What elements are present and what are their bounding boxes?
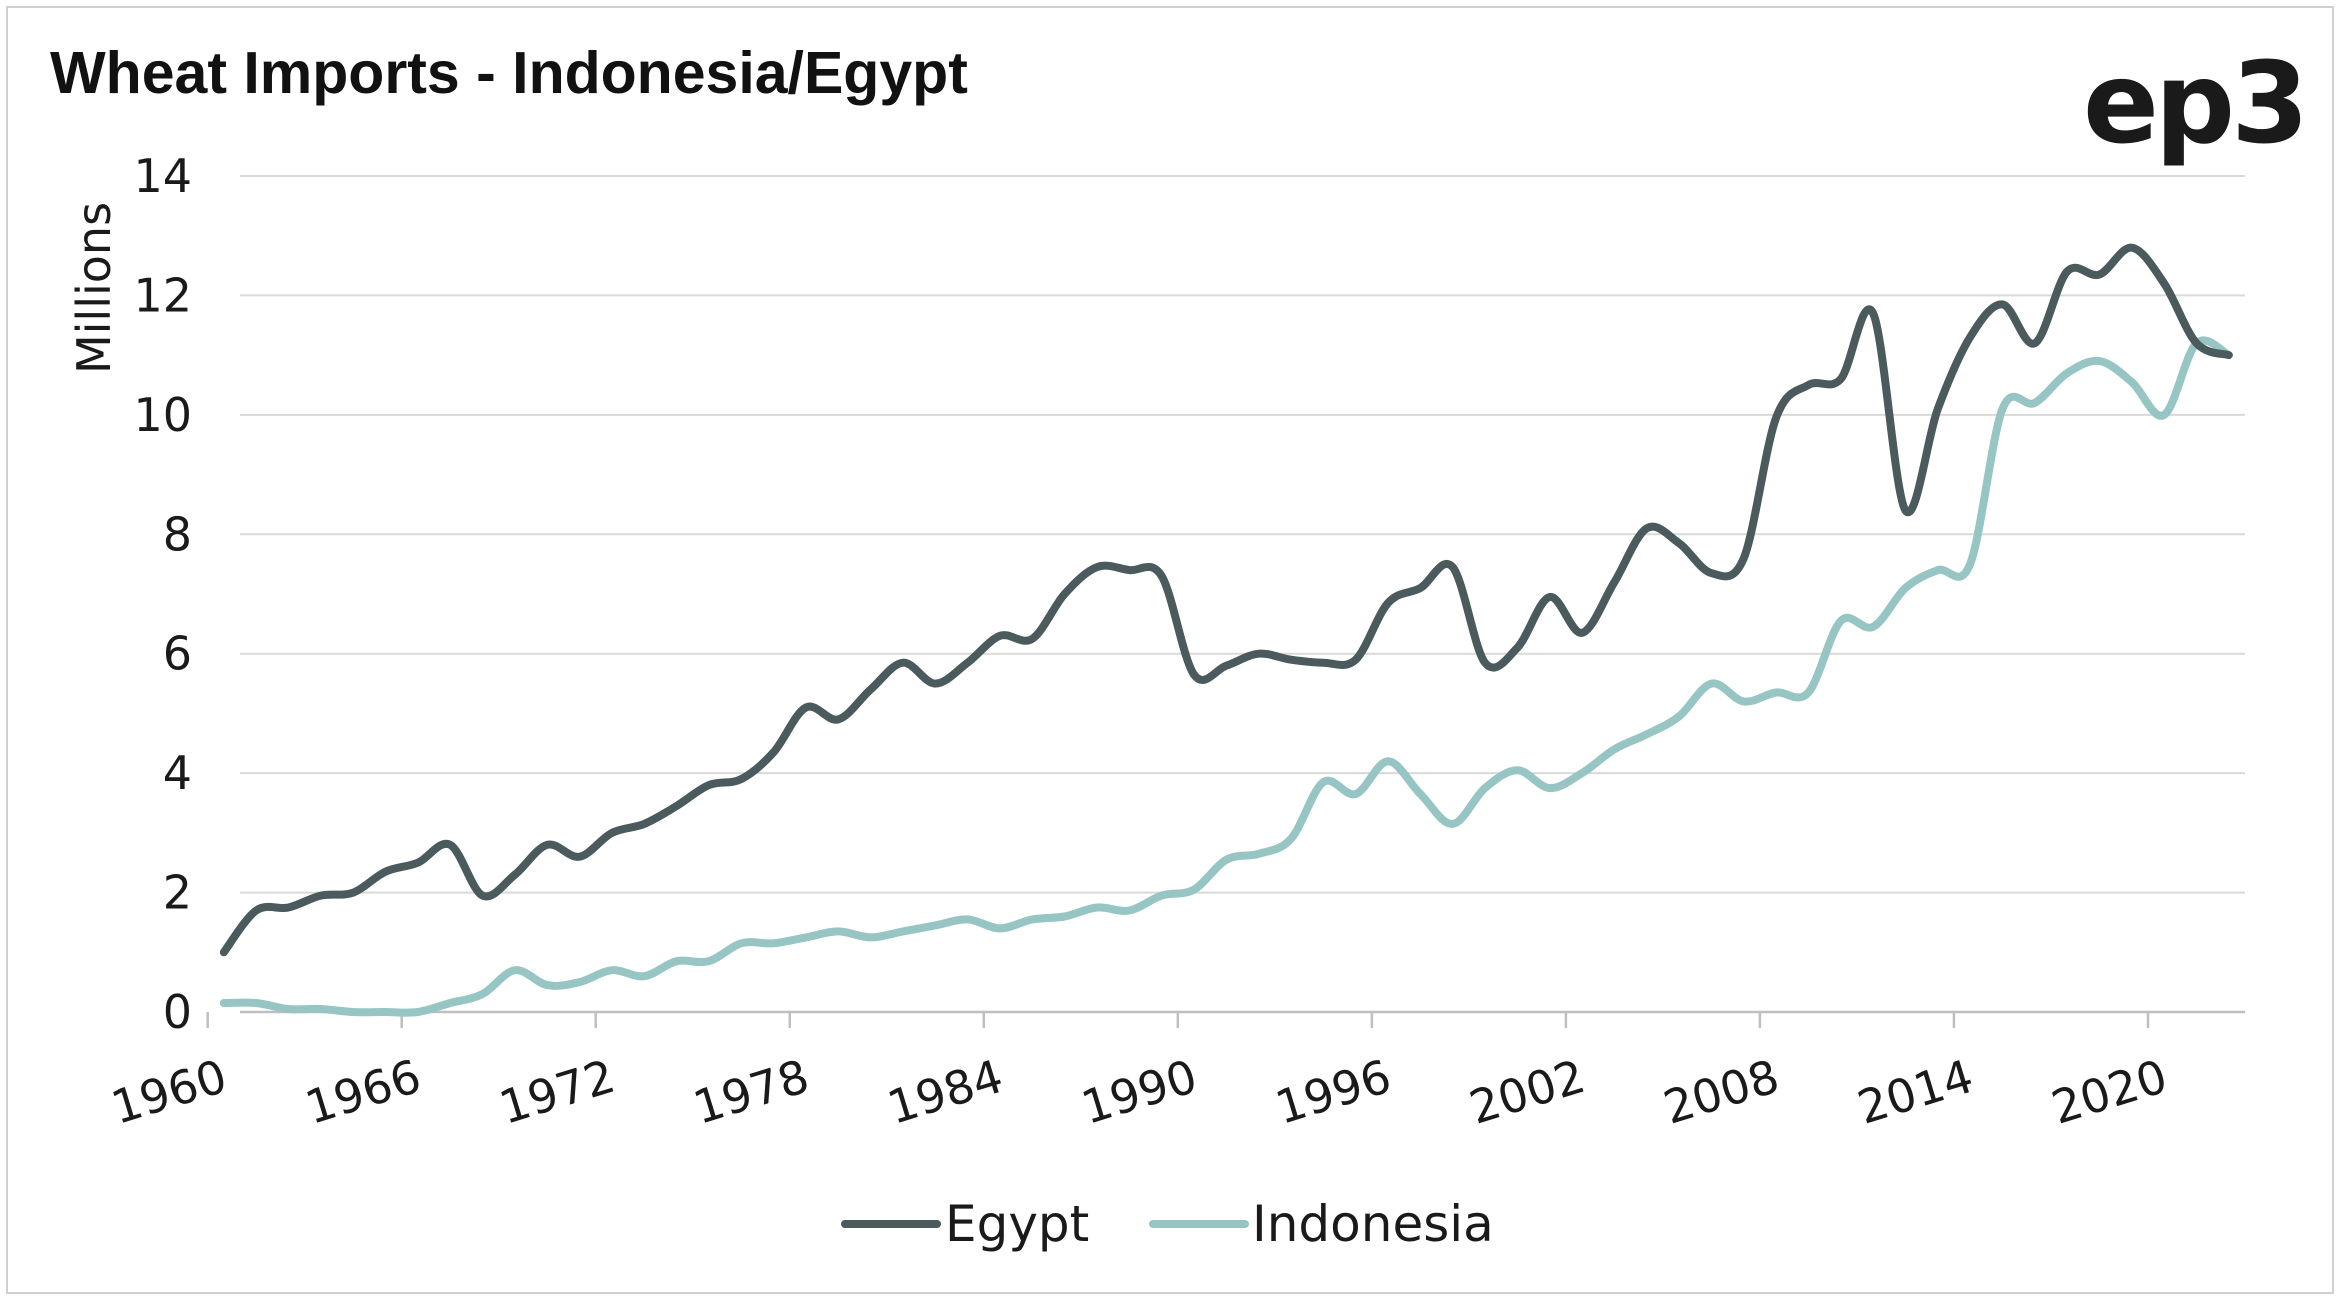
x-tick-label: 1966 bbox=[299, 1049, 427, 1135]
legend-label-indonesia: Indonesia bbox=[1252, 1195, 1494, 1253]
axes bbox=[206, 1010, 2245, 1028]
y-tick-label: 14 bbox=[133, 149, 192, 203]
y-tick-label: 10 bbox=[133, 388, 192, 442]
series-lines bbox=[219, 243, 2233, 1017]
x-axis-ticks: 1960 1966 1972 1978 1984 1990 1996 2002 2008 2014… bbox=[105, 1049, 2173, 1135]
x-tick-label: 1960 bbox=[105, 1049, 233, 1135]
series-line-indonesia bbox=[219, 336, 2233, 1017]
x-tick-label: 1972 bbox=[493, 1049, 621, 1135]
series-line-egypt bbox=[219, 243, 2233, 957]
x-tick-label: 1978 bbox=[687, 1049, 815, 1135]
y-tick-label: 6 bbox=[163, 627, 192, 681]
ep3-logo: ep3 bbox=[2083, 39, 2305, 169]
x-tick-label: 1984 bbox=[881, 1049, 1009, 1135]
y-tick-label: 0 bbox=[163, 985, 192, 1039]
y-tick-label: 2 bbox=[163, 866, 192, 920]
x-tick-label: 2008 bbox=[1657, 1049, 1785, 1135]
gridlines bbox=[240, 175, 2245, 894]
y-axis-ticks: 0 2 4 6 8 10 12 14 bbox=[133, 149, 192, 1039]
chart-frame bbox=[6, 6, 2334, 1294]
x-tick-label: 2014 bbox=[1851, 1049, 1979, 1135]
legend-label-egypt: Egypt bbox=[945, 1195, 1089, 1253]
y-tick-label: 12 bbox=[133, 268, 192, 322]
y-axis-label: Millions bbox=[67, 202, 121, 374]
x-tick-label: 2020 bbox=[2045, 1049, 2173, 1135]
x-tick-label: 1996 bbox=[1269, 1049, 1397, 1135]
y-tick-label: 8 bbox=[163, 507, 192, 561]
y-tick-label: 4 bbox=[163, 746, 192, 800]
legend: Egypt Indonesia bbox=[841, 1195, 1494, 1253]
x-tick-label: 2002 bbox=[1463, 1049, 1591, 1135]
chart-title: Wheat Imports - Indonesia/Egypt bbox=[50, 40, 968, 106]
x-tick-label: 1990 bbox=[1075, 1049, 1203, 1135]
